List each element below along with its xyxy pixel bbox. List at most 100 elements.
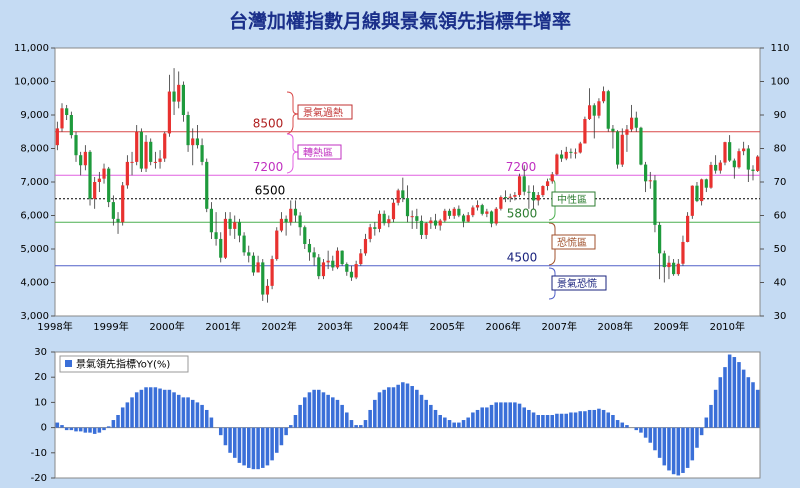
- candle-body: [545, 181, 550, 187]
- legend-swatch: [65, 360, 72, 367]
- bar: [415, 389, 419, 428]
- candle-body: [83, 151, 87, 166]
- candle-body: [65, 108, 69, 115]
- candle-body: [363, 238, 368, 254]
- candle-body: [723, 142, 727, 163]
- candle-body: [401, 190, 405, 199]
- bar: [144, 387, 148, 428]
- bar: [433, 409, 438, 428]
- x-tick-label: 2007年: [542, 320, 577, 333]
- bar: [190, 399, 195, 428]
- x-tick-label: 1998年: [37, 320, 72, 333]
- bar: [345, 412, 349, 428]
- bar: [298, 404, 302, 428]
- candle-body: [326, 260, 330, 263]
- bar: [751, 382, 755, 428]
- candle-body: [461, 215, 466, 222]
- bar: [522, 407, 526, 428]
- candle-body: [503, 197, 508, 199]
- candle-body: [601, 91, 606, 102]
- candle-body: [485, 211, 489, 214]
- candle-body: [167, 91, 171, 134]
- bar: [162, 389, 167, 428]
- bar: [475, 409, 480, 428]
- bar: [130, 397, 134, 428]
- bar: [555, 413, 559, 428]
- bar: [382, 389, 386, 428]
- bar: [60, 425, 64, 428]
- bar: [639, 427, 643, 433]
- bar: [429, 404, 433, 428]
- x-tick-label: 2009年: [654, 320, 689, 333]
- candle-body: [714, 164, 718, 171]
- bar: [541, 415, 545, 428]
- candle-body: [583, 119, 587, 144]
- candle-body: [293, 208, 298, 216]
- bar: [387, 387, 391, 428]
- candle-body: [317, 257, 321, 277]
- candle-body: [144, 141, 148, 169]
- candle-body: [415, 216, 419, 221]
- candle-body: [695, 185, 699, 202]
- candle-body: [424, 223, 428, 235]
- candle-body: [247, 252, 251, 256]
- candle-body: [303, 227, 307, 244]
- bar: [671, 427, 676, 475]
- bar: [550, 415, 555, 428]
- bar: [270, 427, 274, 461]
- bar: [396, 384, 400, 428]
- annotation: 轉熱區: [303, 146, 333, 159]
- x-tick-label: 2006年: [485, 320, 520, 333]
- bar: [648, 427, 653, 443]
- candle-body: [79, 155, 83, 166]
- candle-body: [186, 115, 190, 146]
- bar: [471, 412, 475, 428]
- bar: [246, 427, 251, 468]
- candle-body: [672, 262, 676, 275]
- candle-body: [662, 253, 666, 268]
- bar: [209, 417, 214, 428]
- bar: [457, 422, 461, 428]
- bar: [681, 427, 685, 473]
- candle-body: [153, 161, 157, 163]
- bar: [92, 427, 97, 434]
- bar: [237, 427, 242, 463]
- candle-body: [508, 196, 512, 198]
- y2-tick-label: 60: [774, 211, 787, 222]
- candle-body: [181, 84, 185, 115]
- bar: [499, 402, 503, 428]
- candle-body: [480, 205, 484, 214]
- candle-body: [405, 198, 410, 217]
- bar: [265, 427, 270, 466]
- bar: [153, 387, 158, 428]
- y2-tick-label: 110: [770, 43, 789, 54]
- bar: [727, 354, 732, 428]
- bar: [559, 413, 564, 428]
- bar: [713, 389, 718, 428]
- candle-body: [667, 262, 671, 268]
- bar: [251, 427, 256, 470]
- annotation: 景氣恐慌: [557, 277, 597, 290]
- bar: [167, 389, 172, 428]
- y-tick-label: 9,000: [20, 110, 49, 121]
- bar: [307, 392, 312, 428]
- y2-tick-label: 90: [774, 110, 787, 121]
- candle-body: [564, 151, 568, 159]
- y2-tick-label: 40: [774, 278, 787, 289]
- bar: [284, 427, 288, 436]
- y-tick-label: 11,000: [14, 43, 49, 54]
- bar: [419, 394, 424, 428]
- bar: [597, 408, 601, 428]
- candle-body: [368, 227, 372, 239]
- bar: [438, 415, 442, 428]
- bar: [74, 427, 78, 432]
- bar: [503, 402, 508, 428]
- bar: [662, 427, 667, 466]
- candle-body: [93, 182, 97, 199]
- candle-body: [387, 219, 391, 224]
- candle-body: [433, 220, 438, 226]
- bar: [531, 412, 536, 428]
- candle-body: [555, 154, 559, 175]
- bar: [232, 427, 237, 458]
